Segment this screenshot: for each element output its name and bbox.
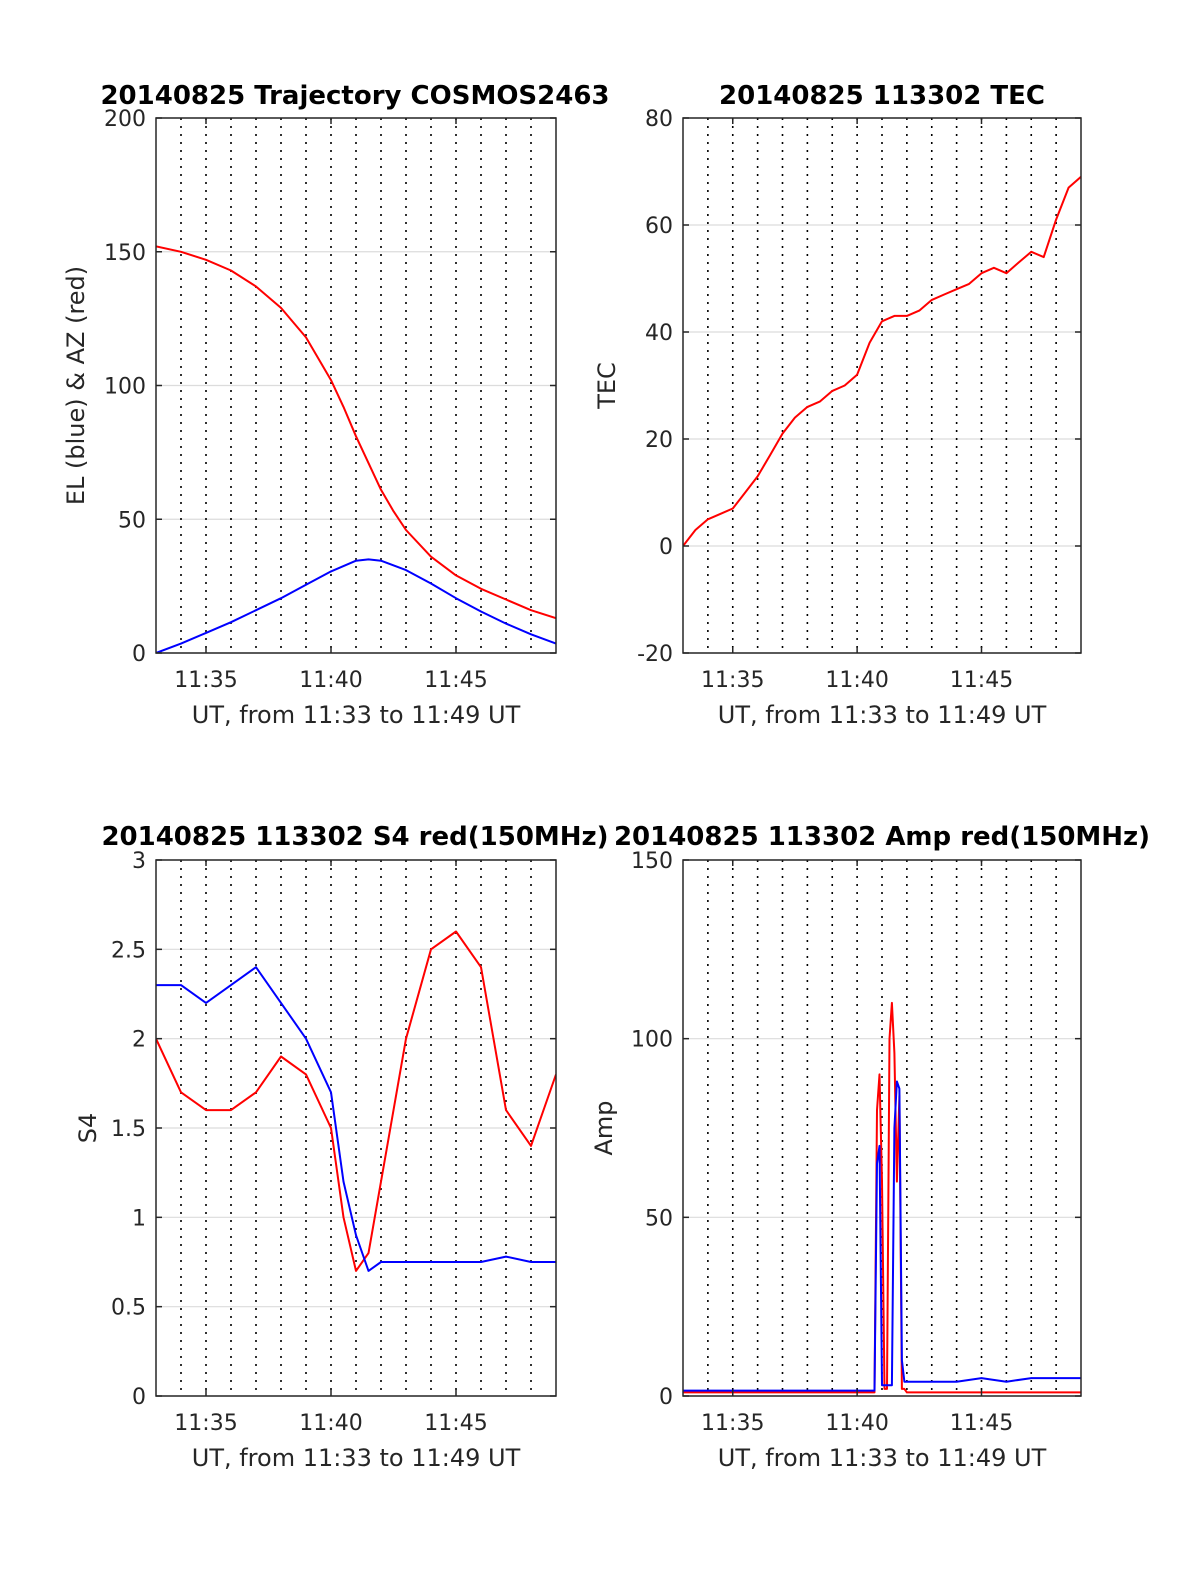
x-tick-label: 11:35 [701,1411,764,1436]
y-tick-label: 50 [645,1206,673,1231]
y-tick-label: 3 [132,849,146,874]
series-line-1 [156,966,556,1272]
y-tick-label: 20 [645,428,673,453]
axes-box [682,117,1082,654]
x-tick-label: 11:40 [299,668,362,693]
series-line-0 [683,176,1081,547]
y-axis-label: EL (blue) & AZ (red) [62,266,90,505]
x-tick-label: 11:40 [299,1411,362,1436]
x-tick-label: 11:35 [174,668,237,693]
y-tick-label: -20 [637,642,673,667]
chart-title: 20140825 113302 S4 red(150MHz) [101,822,608,852]
series-line-1 [683,1080,1081,1392]
x-axis-label: UT, from 11:33 to 11:49 UT [192,1444,521,1472]
panel-tec: -20 0 20 40 60 80 11:35 11:40 11:45 20140825 1133… [593,81,1082,729]
y-tick-label: 0 [132,1385,146,1410]
x-axis-label: UT, from 11:33 to 11:49 UT [718,701,1047,729]
panel-trajectory: 0 50 100 150 200 11:35 11:40 11:45 20140825 Traj… [62,81,610,729]
x-tick-label: 11:40 [825,668,888,693]
chart-title: 20140825 113302 Amp red(150MHz) [614,822,1150,852]
chart-title: 20140825 113302 TEC [719,81,1045,111]
y-tick-label: 0 [659,535,673,560]
x-axis-label: UT, from 11:33 to 11:49 UT [192,701,521,729]
y-tick-label: 80 [645,107,673,132]
axes-box [682,859,1082,1397]
y-tick-label: 150 [631,849,673,874]
x-axis-label: UT, from 11:33 to 11:49 UT [718,1444,1047,1472]
y-tick-label: 100 [631,1028,673,1053]
y-tick-label: 1 [132,1206,146,1231]
series-line-0 [683,1001,1081,1394]
y-tick-label: 200 [104,107,146,132]
y-axis-label: S4 [74,1113,102,1144]
x-tick-label: 11:45 [950,668,1013,693]
x-tick-label: 11:35 [701,668,764,693]
y-axis-label: TEC [593,362,621,410]
chart-title: 20140825 Trajectory COSMOS2463 [100,81,609,111]
panel-s4: 0 0.5 1 1.5 2 2.5 3 11:35 11:40 11:45 20140825 113… [74,822,609,1472]
y-tick-label: 0 [132,642,146,667]
y-tick-label: 1.5 [111,1117,146,1142]
series-line-0 [156,245,556,620]
y-tick-label: 60 [645,214,673,239]
y-tick-label: 50 [118,508,146,533]
x-tick-label: 11:45 [424,668,487,693]
panel-amp: 0 50 100 150 11:35 11:40 11:45 20140825 113302 … [590,822,1150,1472]
y-tick-label: 100 [104,375,146,400]
y-tick-label: 40 [645,321,673,346]
x-tick-label: 11:35 [174,1411,237,1436]
y-tick-label: 150 [104,241,146,266]
x-tick-label: 11:45 [424,1411,487,1436]
series-line-1 [156,558,556,653]
y-axis-label: Amp [590,1100,618,1155]
y-tick-label: 0.5 [111,1296,146,1321]
series-line-0 [156,930,556,1272]
y-tick-label: 2 [132,1028,146,1053]
y-tick-label: 2.5 [111,938,146,963]
y-tick-label: 0 [659,1385,673,1410]
x-tick-label: 11:45 [950,1411,1013,1436]
x-tick-label: 11:40 [825,1411,888,1436]
